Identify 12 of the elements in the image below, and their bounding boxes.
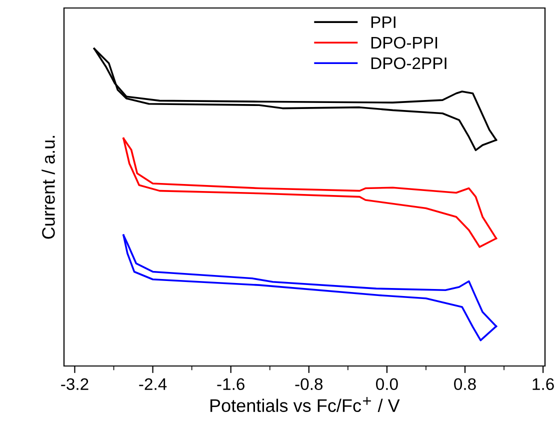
legend-label: DPO-2PPI	[371, 57, 446, 70]
x-tick-label: 0.8	[454, 378, 476, 390]
legend-label: DPO-PPI	[371, 36, 438, 49]
x-tick-label: 1.6	[532, 378, 554, 390]
x-tick-label: 0.0	[376, 378, 398, 390]
x-tick-label: -0.8	[295, 378, 323, 390]
y-axis-title: Current / a.u.	[42, 136, 55, 239]
x-tick-label: -2.4	[139, 378, 167, 390]
x-axis-title: Potentials vs Fc/Fc$^{+}$ / V	[210, 396, 400, 412]
x-tick-label: -3.2	[61, 378, 88, 390]
x-tick-label: -1.6	[217, 378, 244, 390]
legend-label: PPI	[371, 16, 396, 28]
